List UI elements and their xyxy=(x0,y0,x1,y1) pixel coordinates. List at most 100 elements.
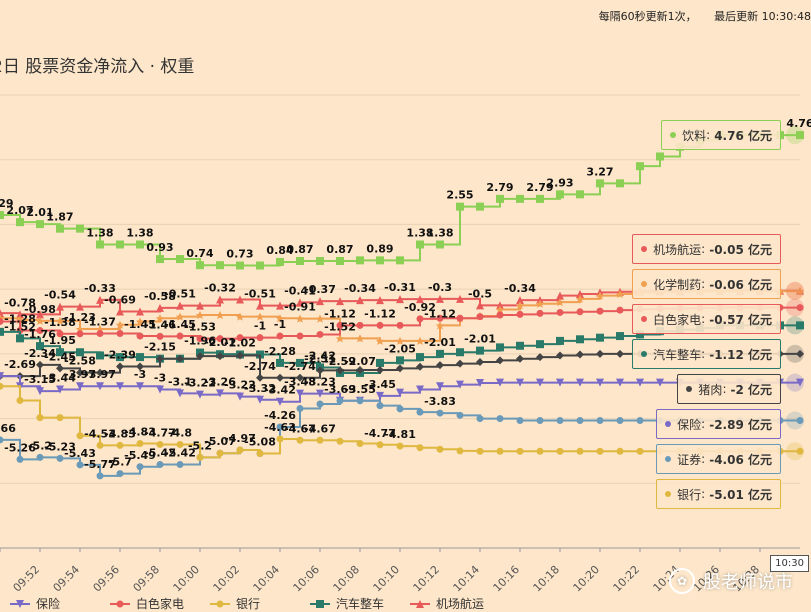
data-point xyxy=(556,417,564,425)
data-point xyxy=(0,372,4,381)
data-point xyxy=(196,335,204,343)
data-point xyxy=(276,257,284,266)
data-label: -4.66 xyxy=(0,422,16,435)
data-label: -3.26 xyxy=(204,375,236,388)
legend-label: 机场航运 xyxy=(436,596,484,611)
tooltip-value: -4.06 亿元 xyxy=(709,452,772,467)
data-point xyxy=(36,316,44,325)
data-point xyxy=(456,447,464,455)
data-point xyxy=(176,440,184,448)
x-tick-label: 10:14 xyxy=(451,563,483,595)
page-title: 2日 股票资金净流入 · 权重 xyxy=(0,57,195,77)
data-point xyxy=(136,353,144,362)
data-point xyxy=(376,441,384,449)
data-label: -5.08 xyxy=(244,436,276,449)
data-point xyxy=(376,358,384,367)
data-point xyxy=(276,358,284,367)
data-label: -4.77 xyxy=(144,426,176,439)
data-point xyxy=(496,305,504,314)
data-label: -1.76 xyxy=(24,328,56,341)
data-point xyxy=(336,256,344,265)
tooltip-value: -0.57 亿元 xyxy=(709,312,772,327)
data-point xyxy=(496,356,504,365)
data-label: -0.34 xyxy=(504,282,536,295)
end-halo xyxy=(786,282,804,301)
data-label: -5.49 xyxy=(124,449,156,462)
data-label: -4.53 xyxy=(84,427,116,440)
data-point xyxy=(476,415,484,423)
data-point xyxy=(396,356,404,365)
data-point xyxy=(336,321,344,329)
data-label: -2.05 xyxy=(384,342,416,355)
data-label: -3 xyxy=(134,368,146,381)
data-label: 2.29 xyxy=(0,197,14,210)
data-point xyxy=(616,179,624,188)
data-label: -2.01 xyxy=(424,336,456,349)
data-point xyxy=(96,368,104,377)
data-label: -4.83 xyxy=(104,427,136,440)
x-tick-label: 10:02 xyxy=(211,563,243,595)
data-point xyxy=(256,334,264,342)
data-label: 2.93 xyxy=(546,176,573,189)
data-point xyxy=(316,297,324,306)
data-point xyxy=(136,317,144,326)
data-label: -3.45 xyxy=(364,378,396,391)
data-label: -3.83 xyxy=(424,395,456,408)
tooltip-item: 化学制药: -0.06 亿元 xyxy=(632,269,781,299)
data-point xyxy=(576,308,584,316)
data-point xyxy=(96,295,104,304)
tooltip-dot xyxy=(686,386,693,392)
data-point xyxy=(476,301,484,310)
data-point xyxy=(336,334,344,343)
data-point xyxy=(176,312,184,321)
data-point xyxy=(56,364,64,373)
tooltip-name: 汽车整车 xyxy=(653,347,702,362)
tooltip-item: 证券: -4.06 亿元 xyxy=(656,444,781,474)
legend-label: 银行 xyxy=(236,597,260,611)
data-point xyxy=(596,291,604,300)
data-label: -4.63 xyxy=(264,421,296,434)
data-point xyxy=(136,382,144,391)
data-point xyxy=(576,417,584,425)
data-point xyxy=(396,256,404,265)
data-point xyxy=(76,432,84,440)
data-point xyxy=(216,389,224,398)
data-point xyxy=(296,436,304,444)
data-point xyxy=(256,301,264,310)
data-point xyxy=(476,378,484,387)
data-point xyxy=(636,417,644,425)
data-point xyxy=(496,447,504,455)
data-point xyxy=(796,349,804,358)
data-point xyxy=(336,397,344,405)
data-point xyxy=(416,408,424,416)
data-point xyxy=(256,373,264,382)
x-tick-label: 10:04 xyxy=(251,563,283,595)
data-point xyxy=(256,395,264,404)
data-label: -0.31 xyxy=(384,281,416,294)
data-point xyxy=(76,368,84,377)
data-label: 3.27 xyxy=(586,165,613,178)
tooltip-value: -2.89 亿元 xyxy=(709,417,772,432)
data-point xyxy=(56,302,64,311)
data-point xyxy=(796,131,804,140)
data-point xyxy=(416,385,424,394)
data-label: -3.97 xyxy=(64,368,96,381)
data-point xyxy=(336,366,344,375)
x-tick-label: 10:20 xyxy=(571,563,603,595)
tooltip-dot xyxy=(665,421,672,427)
x-tick-label: 10:16 xyxy=(491,563,523,595)
data-point xyxy=(496,343,504,352)
data-label: 0.93 xyxy=(146,241,173,254)
watermark-text: 股老师说市 xyxy=(703,572,793,593)
tooltip-value: 4.76 亿元 xyxy=(714,128,772,143)
data-label: -0.91 xyxy=(284,301,316,314)
data-point xyxy=(236,392,244,401)
data-point xyxy=(596,447,604,455)
data-label: -3.55 xyxy=(344,383,376,396)
data-point xyxy=(476,346,484,355)
data-point xyxy=(516,341,524,350)
data-point xyxy=(16,455,24,463)
data-point xyxy=(176,461,184,469)
data-point xyxy=(376,256,384,265)
